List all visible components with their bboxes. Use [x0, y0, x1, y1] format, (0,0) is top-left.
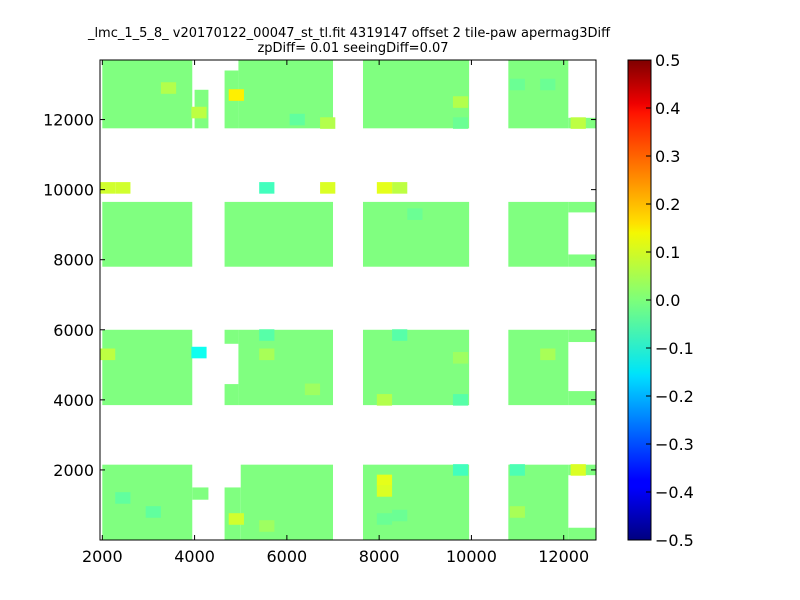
heatmap-cell: [376, 485, 393, 497]
heatmap-cell: [304, 383, 321, 396]
tile: [508, 464, 569, 540]
y-tick-label: 6000: [53, 321, 94, 340]
heatmap-cell: [191, 346, 207, 359]
tile: [568, 391, 596, 406]
heatmap-cell: [100, 348, 116, 361]
heatmap-cell: [228, 89, 244, 101]
tile: [362, 60, 470, 129]
heatmap-cell: [452, 464, 469, 476]
heatmap-cell: [259, 348, 275, 361]
y-tick-label: 2000: [53, 461, 94, 480]
heatmap-cell: [392, 509, 408, 522]
heatmap-cell: [228, 513, 244, 525]
colorbar-tick-label: −0.2: [655, 387, 694, 406]
colorbar-tick-label: 0.1: [655, 243, 680, 262]
heatmap-cell: [289, 113, 305, 126]
heatmap-cell: [540, 78, 556, 91]
colorbar-tick-label: −0.1: [655, 339, 694, 358]
heatmap-cell: [452, 352, 469, 364]
tile: [240, 464, 334, 540]
tile: [568, 527, 596, 540]
heatmap-cell: [145, 506, 161, 518]
tile: [568, 254, 596, 267]
tile: [102, 60, 193, 129]
heatmap-cell: [259, 182, 275, 194]
heatmap-cell: [452, 96, 469, 108]
heatmap-cell: [452, 394, 469, 406]
heatmap-cell: [259, 329, 275, 341]
heatmap-cell: [191, 106, 207, 119]
plot-frame: [99, 59, 597, 541]
heatmap-cell: [407, 208, 423, 220]
heatmap-cell: [509, 506, 525, 518]
heatmap-cell: [376, 394, 393, 406]
x-tick-label: 12000: [538, 547, 589, 566]
chart-subtitle: zpDiff= 0.01 seeingDiff=0.07: [257, 41, 448, 56]
heatmap-cell: [259, 520, 275, 532]
tile: [224, 201, 334, 267]
colorbar-tick-label: 0.4: [655, 99, 680, 118]
heatmap-cell: [320, 182, 336, 194]
x-tick-label: 2000: [82, 547, 123, 566]
heatmap-cell: [160, 82, 177, 94]
tile: [508, 201, 569, 267]
tile: [362, 329, 470, 406]
tile: [508, 329, 569, 406]
tile: [224, 384, 239, 406]
heatmap-cell: [376, 182, 393, 194]
tile: [238, 60, 334, 129]
heatmap-cell: [100, 182, 116, 194]
heatmap-cell: [392, 329, 408, 341]
colorbar-tick-label: 0.2: [655, 195, 680, 214]
heatmap-cell: [376, 474, 393, 487]
tile: [102, 329, 193, 406]
tile: [102, 201, 193, 267]
y-tick-label: 4000: [53, 391, 94, 410]
y-tick-label: 8000: [53, 251, 94, 270]
heatmap-cell: [320, 117, 336, 129]
tile: [568, 329, 596, 343]
chart-title: _lmc_1_5_8_ v20170122_00047_st_tl.fit 43…: [87, 26, 611, 41]
heatmap-area: [100, 60, 596, 540]
x-tick-label: 8000: [359, 547, 400, 566]
colorbar-tick-label: −0.5: [655, 531, 694, 550]
colorbar-tick-label: −0.3: [655, 435, 694, 454]
heatmap-cell: [392, 182, 408, 194]
x-tick-label: 4000: [174, 547, 215, 566]
tile: [508, 60, 569, 129]
heatmap-cell: [452, 117, 469, 129]
heatmap-cell: [115, 492, 131, 504]
heatmap-cell: [540, 348, 556, 361]
heatmap-cell: [570, 117, 586, 129]
y-tick-label: 10000: [43, 181, 94, 200]
colorbar-tick-label: 0.3: [655, 147, 680, 166]
heatmap-cell: [376, 513, 393, 525]
tile: [568, 201, 596, 213]
colorbar-tick-label: −0.4: [655, 483, 694, 502]
tile: [224, 329, 239, 344]
tile: [192, 487, 209, 500]
y-tick-label: 12000: [43, 111, 94, 130]
heatmap-cell: [570, 464, 586, 476]
x-tick-label: 10000: [446, 547, 497, 566]
colorbar-tick-label: 0.5: [655, 51, 680, 70]
colorbar-tick-label: 0.0: [655, 291, 680, 310]
heatmap-cell: [509, 464, 525, 476]
x-tick-label: 6000: [267, 547, 308, 566]
colorbar-axis: 0.5 0.4 0.3 0.2 0.1 0.0 −0.1 −0.2 −0.3 −0.4 −0.5: [646, 51, 694, 550]
heatmap-cell: [509, 78, 525, 91]
heatmap-cell: [115, 182, 131, 194]
axes: 2000 4000 6000 8000 10000 12000 2000 4000 6000 80…: [43, 60, 596, 566]
